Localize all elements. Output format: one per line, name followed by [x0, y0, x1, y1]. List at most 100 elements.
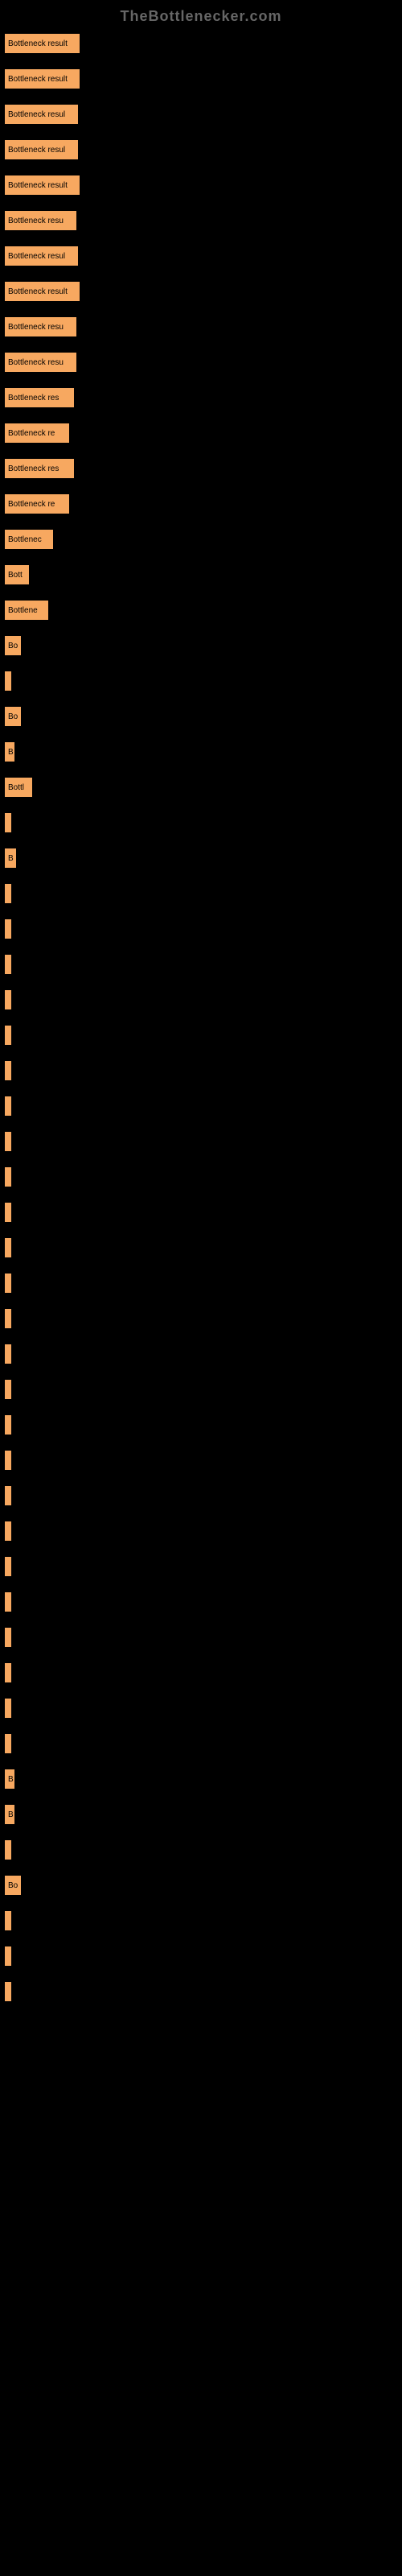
- bar-row: B: [4, 741, 398, 762]
- bar: Bottlene: [4, 600, 49, 621]
- watermark-text: TheBottlenecker.com: [0, 8, 402, 25]
- bar-row: [4, 919, 398, 939]
- bar: Bottleneck re: [4, 423, 70, 444]
- bar-row: B: [4, 1769, 398, 1790]
- bar-row: [4, 812, 398, 833]
- bar: Bo: [4, 1875, 22, 1896]
- bar-row: Bott: [4, 564, 398, 585]
- bar-row: Bottleneck resul: [4, 246, 398, 266]
- bar-row: Bottleneck resul: [4, 104, 398, 125]
- bar-row: Bo: [4, 1875, 398, 1896]
- bar: [4, 1344, 12, 1364]
- bar: [4, 1698, 12, 1719]
- bar-row: Bo: [4, 635, 398, 656]
- bar: [4, 1202, 12, 1223]
- bar: Bottlenec: [4, 529, 54, 550]
- bar: [4, 1521, 12, 1542]
- bar: [4, 812, 12, 833]
- bar: Bottl: [4, 777, 33, 798]
- bar: Bottleneck res: [4, 458, 75, 479]
- bar: Bottleneck resul: [4, 139, 79, 160]
- bar: [4, 1273, 12, 1294]
- bar-row: Bottl: [4, 777, 398, 798]
- bar-row: [4, 1096, 398, 1117]
- bar: Bottleneck resu: [4, 316, 77, 337]
- bar-row: [4, 1946, 398, 1967]
- bar-row: [4, 954, 398, 975]
- bar-row: [4, 1166, 398, 1187]
- bar: [4, 1485, 12, 1506]
- bar: [4, 883, 12, 904]
- bar: B: [4, 1804, 15, 1825]
- bar: [4, 919, 12, 939]
- bar-row: [4, 1981, 398, 2002]
- bar: Bott: [4, 564, 30, 585]
- bar-row: Bottleneck resu: [4, 352, 398, 373]
- bar: Bottleneck resu: [4, 210, 77, 231]
- bar-row: [4, 1839, 398, 1860]
- bar-row: [4, 1414, 398, 1435]
- bar: [4, 989, 12, 1010]
- bar: [4, 1096, 12, 1117]
- bar: Bottleneck res: [4, 387, 75, 408]
- bar: [4, 1662, 12, 1683]
- bar-row: [4, 1733, 398, 1754]
- bar-row: Bottlene: [4, 600, 398, 621]
- bar-row: [4, 1485, 398, 1506]
- bar: Bottleneck resul: [4, 246, 79, 266]
- bar-row: Bottleneck re: [4, 493, 398, 514]
- bar: [4, 671, 12, 691]
- bar: Bottleneck resu: [4, 352, 77, 373]
- bar-row: [4, 1131, 398, 1152]
- bar-row: [4, 1344, 398, 1364]
- bar-row: Bottleneck resu: [4, 316, 398, 337]
- bar-row: [4, 1273, 398, 1294]
- bar: Bottleneck result: [4, 175, 80, 196]
- bar: Bottleneck resul: [4, 104, 79, 125]
- bar: [4, 954, 12, 975]
- bar-chart: Bottleneck result Bottleneck result Bottle…: [0, 33, 402, 2002]
- bar: [4, 1946, 12, 1967]
- bar-row: [4, 989, 398, 1010]
- bar-row: Bottleneck result: [4, 175, 398, 196]
- bar-row: [4, 1591, 398, 1612]
- bar: [4, 1308, 12, 1329]
- bar-row: B: [4, 848, 398, 869]
- bar-row: Bo: [4, 706, 398, 727]
- bar-row: [4, 1698, 398, 1719]
- bar: [4, 1450, 12, 1471]
- bar-row: Bottleneck resu: [4, 210, 398, 231]
- bar-row: Bottleneck result: [4, 33, 398, 54]
- bar: B: [4, 1769, 15, 1790]
- bar-row: [4, 883, 398, 904]
- bar: [4, 1591, 12, 1612]
- bar: [4, 1237, 12, 1258]
- bar-row: [4, 1450, 398, 1471]
- bar: B: [4, 848, 17, 869]
- bar: [4, 1025, 12, 1046]
- bar: [4, 1379, 12, 1400]
- bar-row: [4, 1025, 398, 1046]
- bar-row: [4, 1556, 398, 1577]
- bar: [4, 1627, 12, 1648]
- bar: [4, 1839, 12, 1860]
- bar-row: Bottleneck res: [4, 387, 398, 408]
- bar: [4, 1131, 12, 1152]
- bar-row: [4, 1521, 398, 1542]
- bar-row: [4, 1202, 398, 1223]
- bar-row: Bottleneck res: [4, 458, 398, 479]
- bar: Bo: [4, 706, 22, 727]
- bar: B: [4, 741, 15, 762]
- bar: [4, 1910, 12, 1931]
- bar-row: Bottleneck result: [4, 68, 398, 89]
- bar-row: [4, 1308, 398, 1329]
- bar: [4, 1060, 12, 1081]
- bar-row: [4, 1662, 398, 1683]
- bar: [4, 1166, 12, 1187]
- bar: Bottleneck re: [4, 493, 70, 514]
- bar-row: Bottlenec: [4, 529, 398, 550]
- bar: [4, 1733, 12, 1754]
- bar: Bottleneck result: [4, 281, 80, 302]
- bar: [4, 1556, 12, 1577]
- bar-row: [4, 1910, 398, 1931]
